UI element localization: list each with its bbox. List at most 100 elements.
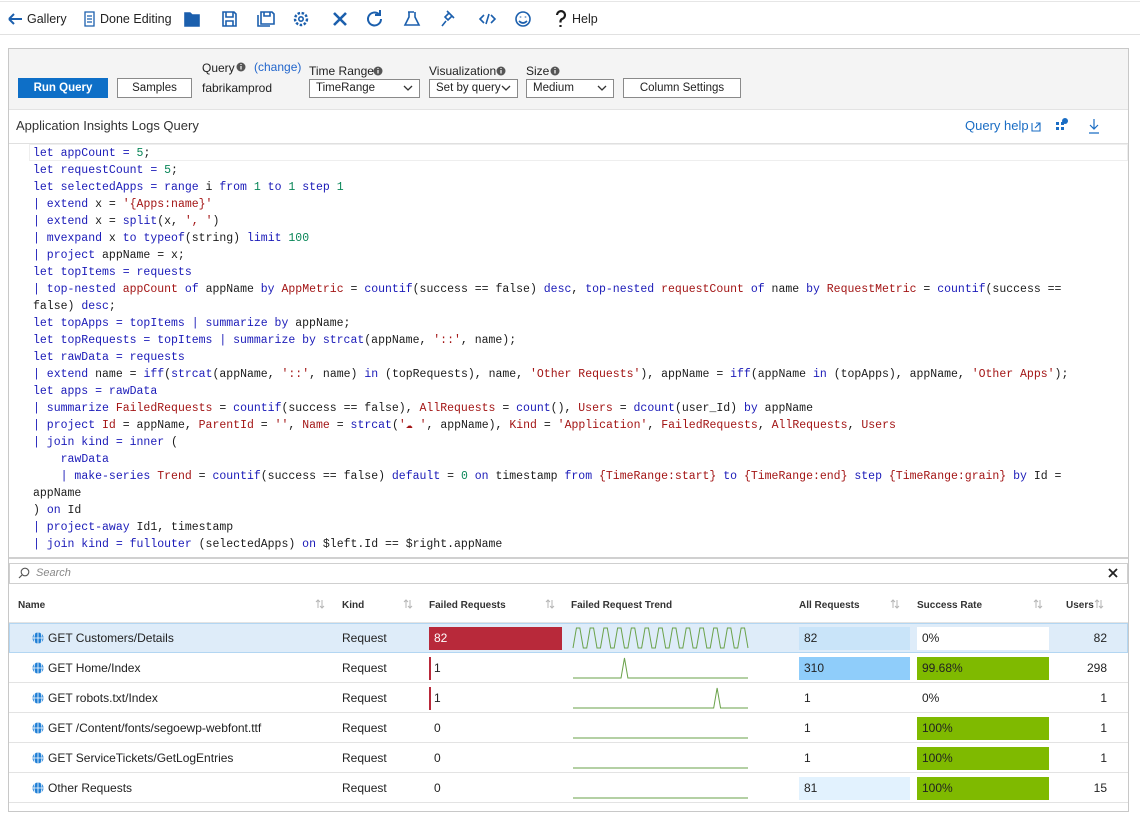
code-token: desc — [81, 300, 109, 313]
code-token: ( — [164, 368, 172, 381]
code-token: ), appName = — [640, 368, 731, 381]
column-header[interactable]: Name — [18, 600, 46, 611]
code-token: rawData — [60, 453, 109, 466]
code-token: , — [571, 283, 586, 296]
code-token: (topApps), appName, — [833, 368, 972, 381]
code-token: AppMetric — [281, 283, 351, 296]
code-token: FailedRequests — [115, 402, 220, 415]
code-token: appName; — [295, 317, 351, 330]
failed-bar — [429, 627, 562, 650]
code-line: let topRequests = topItems | summarize b… — [33, 332, 1085, 349]
code-token: countif — [364, 283, 413, 296]
all-requests-cell — [799, 627, 910, 650]
success-rate-cell — [917, 627, 1049, 650]
run-query-button[interactable]: Run Query — [18, 78, 108, 98]
code-token: ; — [143, 147, 151, 160]
success-rate: 100% — [922, 751, 953, 765]
code-token: 100 — [288, 232, 310, 245]
success-rate: 0% — [922, 631, 940, 645]
failed-bar — [429, 657, 431, 680]
request-kind: Request — [342, 721, 387, 735]
code-token: name — [771, 283, 807, 296]
visualization-select[interactable]: Set by query — [429, 79, 518, 98]
code-token: | mvexpand — [33, 232, 109, 245]
success-bar — [917, 657, 1049, 680]
code-token: step — [302, 181, 337, 194]
code-token: step — [854, 470, 889, 483]
editor-title: Application Insights Logs Query — [16, 118, 199, 133]
code-line: | extend name = iff(strcat(appName, '::'… — [33, 366, 1085, 383]
time-range-select[interactable]: TimeRange — [309, 79, 420, 98]
code-token: count — [516, 402, 551, 415]
all-requests-cell — [799, 777, 910, 800]
size-select[interactable]: Medium — [526, 79, 614, 98]
code-token: (string) — [184, 232, 247, 245]
grid-row[interactable] — [9, 683, 1128, 713]
grid-row[interactable] — [9, 773, 1128, 803]
code-token: Users — [578, 402, 620, 415]
code-token: (appName, — [212, 368, 282, 381]
request-kind: Request — [342, 661, 387, 675]
code-token: ( — [171, 436, 178, 449]
success-rate: 100% — [922, 781, 953, 795]
code-token: ) — [33, 504, 47, 517]
grid-row[interactable] — [9, 743, 1128, 773]
users: 1 — [1100, 721, 1107, 735]
code-token: countif — [937, 283, 986, 296]
code-token: let topRequests = topItems | summarize b… — [33, 334, 365, 347]
code-token: 1 — [336, 181, 344, 194]
request-name: GET Home/Index — [48, 661, 141, 675]
code-line: | project-away Id1, timestamp — [33, 519, 1085, 536]
all-requests: 81 — [804, 781, 818, 795]
grid-row[interactable] — [9, 713, 1128, 743]
request-kind: Request — [342, 691, 387, 705]
code-line: | mvexpand x to typeof(string) limit 100 — [33, 230, 1085, 247]
code-token: , — [757, 419, 772, 432]
code-token: x — [108, 232, 123, 245]
search-placeholder: Search — [36, 567, 71, 579]
success-rate: 100% — [922, 721, 953, 735]
code-token: (selectedApps) — [198, 538, 303, 551]
grid-row[interactable] — [9, 653, 1128, 683]
change-link[interactable]: (change) — [254, 60, 302, 74]
column-header[interactable]: Failed Request Trend — [571, 600, 673, 611]
gallery-button[interactable]: Gallery — [27, 12, 67, 26]
code-line: | extend x = split(x, ', ') — [33, 213, 1085, 230]
help-button[interactable]: Help — [572, 12, 598, 26]
toolbar — [0, 1, 1140, 35]
code-token: timestamp — [495, 470, 565, 483]
code-token: ( — [391, 419, 399, 432]
code-token: from — [564, 470, 599, 483]
code-token: name = — [95, 368, 144, 381]
code-token: = — [923, 283, 938, 296]
column-header[interactable]: Success Rate — [917, 600, 983, 611]
grid-header-line — [9, 622, 1128, 623]
code-token: '☁ ' — [398, 419, 427, 432]
code-token: countif — [212, 470, 261, 483]
code-token: '::' — [281, 368, 310, 381]
code-token: let topItems = requests — [33, 266, 192, 279]
code-editor[interactable]: let appCount = 5; let requestCount = 5; le… — [9, 143, 1128, 559]
code-token: 1 — [253, 181, 268, 194]
query-help-link[interactable]: Query help — [965, 118, 1029, 133]
code-token: on — [474, 470, 496, 483]
code-token: = — [198, 470, 213, 483]
column-header[interactable]: Users — [1066, 600, 1094, 611]
code-token: $left.Id == $right.appName — [322, 538, 503, 551]
column-header[interactable]: Failed Requests — [429, 600, 506, 611]
samples-button[interactable]: Samples — [117, 78, 192, 98]
all-requests-cell — [799, 747, 910, 770]
code-token: on — [46, 504, 68, 517]
column-header[interactable]: Kind — [342, 600, 365, 611]
request-kind: Request — [342, 781, 387, 795]
done-editing-button[interactable]: Done Editing — [100, 12, 172, 26]
code-line: let appCount = 5; — [33, 145, 1085, 162]
code-token: ; — [171, 164, 178, 177]
column-settings-button[interactable]: Column Settings — [623, 78, 741, 98]
column-header[interactable]: All Requests — [799, 600, 860, 611]
search-box[interactable] — [9, 563, 1128, 584]
code-token: | project — [33, 249, 103, 262]
code-line: let topApps = topItems | summarize by ap… — [33, 315, 1085, 332]
code-token: (topRequests), name, — [385, 368, 530, 381]
